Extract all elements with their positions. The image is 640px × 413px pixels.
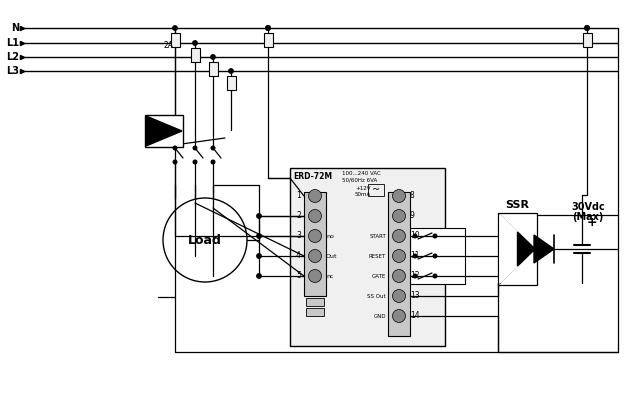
Text: 4: 4 [296, 252, 301, 261]
Text: +: + [587, 216, 597, 230]
Text: 50mA: 50mA [355, 192, 371, 197]
Text: Out: Out [326, 254, 337, 259]
Bar [290, 168, 445, 346]
Text: ERD-72M: ERD-72M [293, 172, 332, 181]
Text: 11: 11 [410, 252, 419, 261]
Bar [498, 213, 537, 285]
Text: L1: L1 [6, 38, 19, 48]
Circle shape [392, 230, 406, 242]
Circle shape [257, 274, 261, 278]
Bar [227, 76, 236, 90]
Text: 2A: 2A [163, 41, 173, 50]
Bar [582, 33, 591, 47]
Text: 3: 3 [296, 232, 301, 240]
Circle shape [308, 249, 321, 263]
Text: 13: 13 [410, 292, 420, 301]
Text: 50/60Hz 6VA: 50/60Hz 6VA [342, 178, 377, 183]
Text: SSR: SSR [506, 200, 529, 210]
Circle shape [308, 230, 321, 242]
Circle shape [173, 160, 177, 164]
Circle shape [257, 234, 261, 238]
Bar [191, 48, 200, 62]
Circle shape [433, 254, 437, 258]
Circle shape [211, 160, 215, 164]
Bar [304, 192, 326, 296]
Text: 2: 2 [296, 211, 301, 221]
Bar [410, 228, 465, 284]
Bar [264, 33, 273, 47]
Text: SS Out: SS Out [367, 294, 386, 299]
Text: 14: 14 [410, 311, 420, 320]
Circle shape [392, 209, 406, 223]
Text: 12: 12 [410, 271, 419, 280]
Circle shape [392, 190, 406, 202]
Text: 1: 1 [296, 192, 301, 200]
Text: 5: 5 [296, 271, 301, 280]
Circle shape [413, 234, 417, 238]
Bar [388, 192, 410, 336]
Text: GATE: GATE [372, 273, 386, 278]
Circle shape [173, 146, 177, 150]
Text: RESET: RESET [369, 254, 386, 259]
Circle shape [193, 146, 197, 150]
Text: +12V: +12V [355, 185, 371, 190]
Circle shape [433, 234, 437, 238]
Circle shape [585, 26, 589, 30]
Text: L2: L2 [6, 52, 19, 62]
Text: GND: GND [373, 313, 386, 318]
Circle shape [193, 41, 197, 45]
Text: 100...240 VAC: 100...240 VAC [342, 171, 381, 176]
Circle shape [392, 309, 406, 323]
Circle shape [266, 26, 270, 30]
Circle shape [193, 160, 197, 164]
Text: Load: Load [188, 233, 222, 247]
Bar [368, 184, 384, 196]
Text: 10: 10 [410, 232, 420, 240]
Text: L3: L3 [6, 66, 19, 76]
Text: 8: 8 [410, 192, 415, 200]
Text: ~: ~ [372, 185, 380, 195]
Circle shape [308, 190, 321, 202]
Polygon shape [518, 232, 535, 266]
Circle shape [257, 254, 261, 258]
Bar [306, 298, 324, 306]
Circle shape [392, 290, 406, 302]
Polygon shape [534, 235, 554, 263]
Circle shape [585, 26, 589, 30]
Text: N: N [11, 23, 19, 33]
Circle shape [266, 26, 270, 30]
Polygon shape [500, 215, 535, 283]
Bar [145, 115, 183, 147]
Circle shape [433, 274, 437, 278]
Text: (Max): (Max) [572, 212, 604, 222]
Circle shape [308, 270, 321, 282]
Bar [170, 33, 179, 47]
Bar [306, 308, 324, 316]
Circle shape [173, 26, 177, 30]
Circle shape [392, 270, 406, 282]
Bar [209, 62, 218, 76]
Text: 9: 9 [410, 211, 415, 221]
Polygon shape [146, 116, 182, 146]
Circle shape [413, 274, 417, 278]
Text: no: no [326, 233, 334, 238]
Circle shape [413, 254, 417, 258]
Circle shape [211, 55, 215, 59]
Circle shape [211, 146, 215, 150]
Text: 30Vdc: 30Vdc [571, 202, 605, 212]
Circle shape [229, 69, 233, 73]
Circle shape [308, 209, 321, 223]
Circle shape [257, 214, 261, 218]
Text: nc: nc [326, 273, 333, 278]
Circle shape [392, 249, 406, 263]
Text: START: START [369, 233, 386, 238]
